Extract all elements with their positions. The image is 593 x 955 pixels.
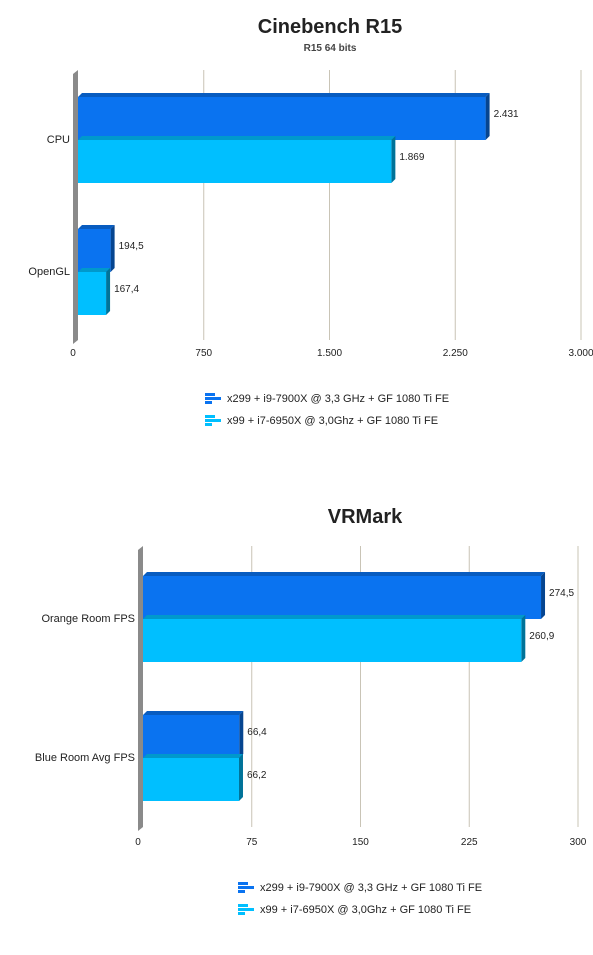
data-label: 1.869 [399, 152, 424, 163]
legend-label: x299 + i9-7900X @ 3,3 GHz + GF 1080 Ti F… [227, 393, 450, 405]
x-tick-label: 0 [135, 837, 141, 848]
bar-top-face [78, 136, 396, 140]
data-label: 274,5 [549, 588, 574, 599]
bar [78, 97, 486, 140]
legend-item-series-2: x99 + i7-6950X @ 3,0Ghz + GF 1080 Ti FE [205, 413, 449, 429]
legend-series-2-icon [205, 415, 221, 427]
x-tick-label: 300 [570, 837, 587, 848]
data-label: 194,5 [119, 241, 144, 252]
bar [143, 758, 239, 801]
bar-top-face [78, 268, 111, 272]
vrmark-chart: VRMark 0 75 150 225 300 274,5 260,9 Orange Room… [0, 490, 593, 955]
legend-label: x99 + i7-6950X @ 3,0Ghz + GF 1080 Ti FE [227, 415, 439, 427]
bar-side-face [238, 754, 243, 801]
axis-wall [138, 546, 143, 831]
vrmark-plot: 0 75 150 225 300 274,5 260,9 Orange Room FPS 66,… [35, 546, 587, 848]
legend-series-1-icon [238, 882, 254, 894]
legend-label: x299 + i9-7900X @ 3,3 GHz + GF 1080 Ti F… [260, 882, 483, 894]
bar-side-face [110, 225, 115, 272]
x-tick-label: 75 [246, 837, 258, 848]
axis-wall [73, 70, 78, 344]
x-tick-label: 750 [195, 348, 212, 359]
category-label: Blue Room Avg FPS [35, 752, 135, 764]
bar [78, 272, 107, 315]
data-label: 2.431 [494, 109, 519, 120]
cinebench-plot: 0 750 1.500 2.250 3.000 2.431 1.869 CPU 194,5 167… [28, 70, 593, 359]
legend-label: x99 + i7-6950X @ 3,0Ghz + GF 1080 Ti FE [260, 904, 472, 916]
x-tick-label: 1.500 [317, 348, 342, 359]
x-tick-label: 225 [461, 837, 478, 848]
category-label: Orange Room FPS [41, 613, 135, 625]
bar-top-face [143, 615, 526, 619]
x-tick-label: 2.250 [443, 348, 468, 359]
bar-side-face [521, 615, 526, 662]
chart-title: Cinebench R15 [257, 16, 403, 38]
bar-side-face [541, 572, 546, 619]
data-label: 260,9 [529, 631, 554, 642]
data-label: 66,2 [247, 770, 267, 781]
x-tick-label: 0 [70, 348, 76, 359]
bar-side-face [106, 268, 111, 315]
bar-side-face [391, 136, 396, 183]
cinebench-chart: Cinebench R15 R15 64 bits 0 750 1.500 2.250… [0, 0, 593, 470]
bar-top-face [143, 572, 546, 576]
chart-title: VRMark [327, 506, 403, 528]
bar-top-face [143, 754, 243, 758]
legend-item-series-2: x99 + i7-6950X @ 3,0Ghz + GF 1080 Ti FE [238, 902, 482, 918]
bar [143, 619, 522, 662]
data-label: 167,4 [114, 284, 139, 295]
legend-series-2-icon [238, 904, 254, 916]
legend-item-series-1: x299 + i9-7900X @ 3,3 GHz + GF 1080 Ti F… [238, 880, 482, 896]
x-tick-label: 3.000 [568, 348, 593, 359]
bar [78, 140, 392, 183]
legend-item-series-1: x299 + i9-7900X @ 3,3 GHz + GF 1080 Ti F… [205, 391, 449, 407]
x-tick-label: 150 [352, 837, 369, 848]
bar-side-face [485, 93, 490, 140]
bar-top-face [78, 225, 115, 229]
bar-top-face [78, 93, 490, 97]
bar-top-face [143, 711, 244, 715]
category-label: OpenGL [28, 266, 70, 278]
chart-subtitle: R15 64 bits [303, 43, 357, 54]
bar [143, 576, 542, 619]
legend-series-1-icon [205, 393, 221, 405]
data-label: 66,4 [247, 727, 267, 738]
bar [78, 229, 111, 272]
chart-legend: x299 + i9-7900X @ 3,3 GHz + GF 1080 Ti F… [205, 391, 449, 435]
chart-legend: x299 + i9-7900X @ 3,3 GHz + GF 1080 Ti F… [238, 880, 482, 924]
bar-side-face [239, 711, 244, 758]
category-label: CPU [47, 134, 70, 146]
bar [143, 715, 240, 758]
